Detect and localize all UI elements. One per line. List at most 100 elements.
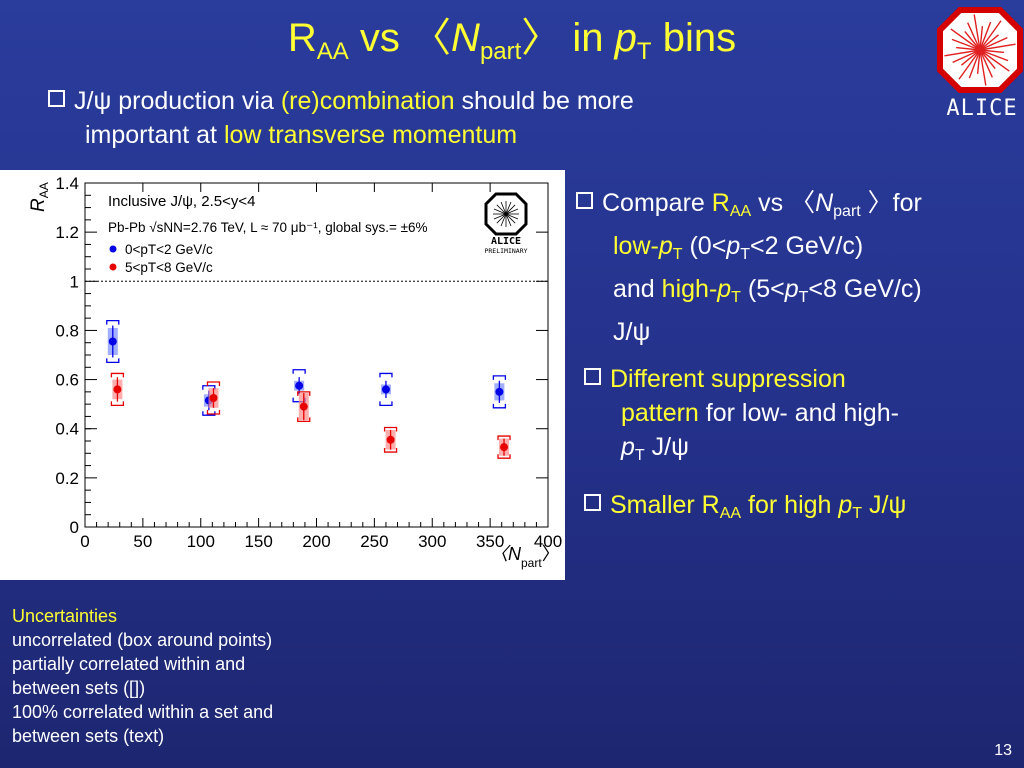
annotation-collision: Pb-Pb √sNN=2.76 TeV, L ≈ 70 μb⁻¹, global… — [108, 220, 428, 235]
y-tick-label: 0.2 — [55, 469, 79, 488]
logo-ray — [960, 49, 981, 66]
logo-ray — [950, 28, 981, 51]
correlated-bracket-bottom — [492, 403, 507, 409]
logo-ray — [979, 49, 1009, 62]
correlated-bracket-top — [206, 381, 221, 387]
logo-ray — [979, 49, 1010, 72]
logo-ray — [967, 22, 981, 51]
correlated-bracket-bottom — [202, 411, 216, 416]
correlated-bracket-top — [497, 435, 511, 441]
x-tick-label: 200 — [302, 532, 330, 551]
data-point — [209, 394, 218, 402]
alice-logo-text: ALICE — [946, 96, 1017, 121]
data-point — [295, 381, 304, 390]
data-point — [500, 443, 509, 452]
correlated-bracket-top — [110, 372, 125, 378]
bullet-box-icon — [48, 90, 65, 107]
legend-marker — [109, 245, 117, 253]
logo-ray — [964, 30, 981, 51]
correlated-bracket-top — [292, 369, 306, 374]
page-number: 13 — [994, 742, 1012, 759]
logo-ray — [505, 208, 519, 215]
logo-ray — [505, 201, 512, 215]
y-tick-label: 1 — [70, 272, 79, 291]
x-tick-label: 50 — [133, 532, 152, 551]
logo-ray — [979, 20, 1002, 51]
data-point — [299, 402, 308, 411]
correlated-bracket-bottom — [497, 454, 511, 459]
correlated-bracket-top — [202, 385, 216, 390]
y-tick-label: 0.4 — [55, 420, 79, 439]
notes-line: 100% correlated within a set and — [12, 702, 274, 722]
x-axis-label: 〈Npart〉 — [490, 544, 560, 570]
logo-ray — [976, 49, 981, 74]
x-tick-label: 400 — [534, 532, 562, 551]
x-tick-label: 100 — [187, 532, 215, 551]
bullet-box-icon — [584, 494, 601, 511]
logo-ray — [979, 37, 1008, 51]
data-point — [113, 385, 122, 394]
logo-ray — [500, 201, 507, 215]
plot-panel: 0 50 100 150 200 250 300 350 400 0 0.2 0.4 0.6 0.8 1 1.… — [0, 170, 565, 580]
logo-ray — [968, 49, 981, 79]
uncertainty-notes: Uncertainties uncorrelated (box around p… — [12, 604, 273, 748]
notes-line: between sets (text) — [12, 726, 165, 746]
correlated-bracket-top — [492, 375, 507, 380]
alice-preliminary-word: ALICE — [491, 236, 521, 247]
correlated-bracket-bottom — [110, 401, 125, 407]
right-bullet-compare: Compare RAA vs 〈Npart 〉for low-pT (0<pT<… — [576, 186, 922, 349]
notes-heading: Uncertainties — [12, 606, 118, 626]
logo-ray — [979, 49, 1004, 54]
slide-title: RAA vs 〈Npart〉 in pT bins — [287, 16, 737, 65]
logo-ray — [505, 204, 516, 215]
x-tick-label: 150 — [244, 532, 272, 551]
logo-ray — [496, 204, 507, 215]
logo-ray — [956, 46, 981, 51]
logo-ray — [979, 43, 1016, 51]
logo-ray — [951, 38, 981, 51]
y-tick-label: 0.6 — [55, 371, 79, 390]
data-point — [495, 387, 504, 396]
correlated-bracket-top — [383, 426, 398, 432]
logo-ray — [979, 26, 984, 51]
y-axis-label: RAA — [28, 182, 51, 212]
logo-ray — [505, 213, 519, 220]
logo-ray — [979, 49, 987, 86]
y-tick-label: 1.2 — [55, 223, 79, 242]
top-bullet: J/ψ production via (re)combination shoul… — [48, 84, 634, 152]
logo-ray — [505, 213, 516, 224]
correlated-bracket-bottom — [379, 401, 393, 407]
y-tick-label: 1.4 — [55, 174, 79, 193]
annotation-inclusive: Inclusive J/ψ, 2.5<y<4 — [108, 193, 255, 210]
legend-label: 5<pT<8 GeV/c — [125, 260, 213, 275]
logo-ray — [979, 49, 996, 70]
bullet-box-icon — [576, 192, 593, 209]
y-tick-label: 0.8 — [55, 321, 79, 340]
data-point — [108, 337, 117, 346]
logo-ray — [493, 213, 507, 220]
notes-line: between sets ([]) — [12, 678, 146, 698]
data-point — [386, 435, 395, 444]
correlated-bracket-bottom — [206, 409, 221, 415]
logo-ray — [496, 213, 507, 224]
bullet-box-icon — [584, 368, 601, 385]
logo-ray — [952, 49, 981, 63]
right-bullet-smaller-raa: Smaller RAA for high pT J/ψ — [584, 488, 906, 531]
correlated-bracket-top — [106, 319, 120, 325]
right-bullet-suppression: Different suppression pattern for low- a… — [584, 362, 899, 473]
correlated-bracket-bottom — [106, 358, 120, 364]
logo-ray — [505, 213, 512, 227]
logo-ray — [500, 213, 507, 227]
logo-ray — [979, 34, 1000, 51]
x-tick-label: 250 — [360, 532, 388, 551]
x-tick-label: 0 — [80, 532, 89, 551]
logo-ray — [973, 14, 981, 51]
alice-logo-icon: ALICE — [937, 7, 1023, 121]
correlated-bracket-bottom — [297, 417, 311, 422]
logo-ray — [979, 49, 993, 78]
y-tick-label: 0 — [70, 518, 79, 537]
logo-ray — [979, 21, 992, 51]
legend-marker — [109, 263, 117, 271]
notes-line: partially correlated within and — [12, 654, 246, 674]
